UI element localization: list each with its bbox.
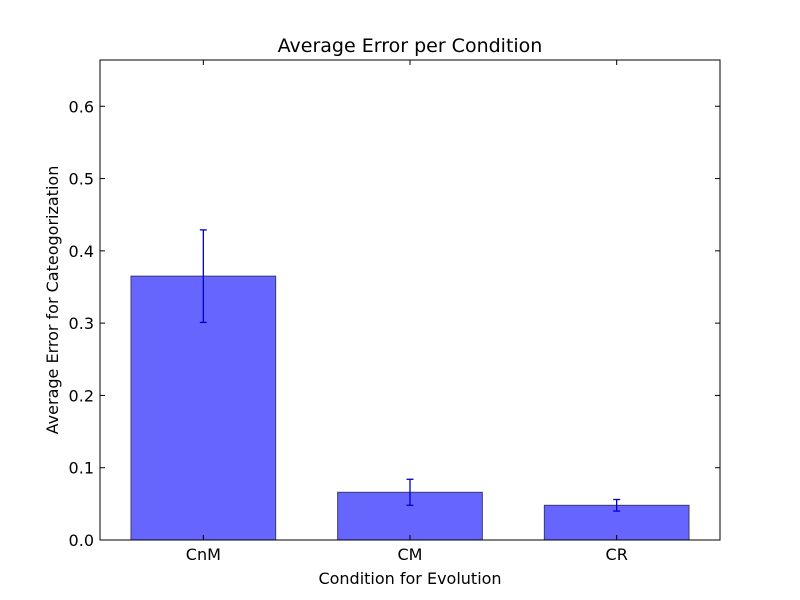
y-tick-label: 0.4 [69,242,94,261]
y-ticks: 0.0 0.1 0.2 0.3 0.4 0.5 0.6 [69,97,720,550]
y-tick-label: 0.0 [69,531,94,550]
error-bar-cm [406,478,414,506]
error-bar-cnm [199,229,207,324]
x-tick-label-cnm: CnM [186,545,221,564]
error-bar-cr [613,498,621,512]
y-tick-label: 0.5 [69,170,94,189]
x-axis-label: Condition for Evolution [318,569,501,588]
chart-title: Average Error per Condition [278,35,543,57]
y-axis-label: Average Error for Cateogorization [43,166,62,435]
x-tick-label-cm: CM [398,545,423,564]
y-tick-label: 0.3 [69,314,94,333]
x-ticks: CnM CM CR [186,60,628,564]
y-tick-label: 0.6 [69,97,94,116]
y-tick-label: 0.2 [69,386,94,405]
y-tick-label: 0.1 [69,459,94,478]
x-tick-label-cr: CR [606,545,628,564]
plot-area [130,229,690,541]
